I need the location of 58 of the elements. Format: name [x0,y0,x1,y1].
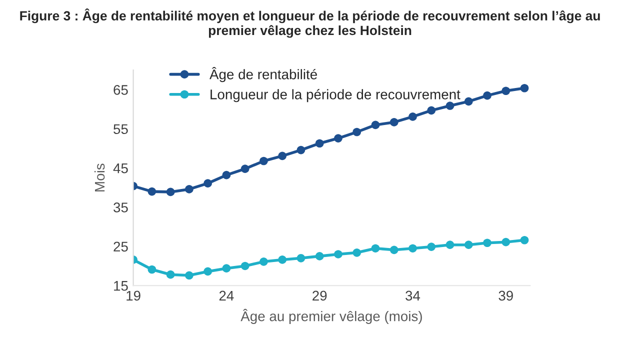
point [148,265,156,274]
y-tick-label: 25 [114,242,128,252]
point [408,244,417,253]
point [464,97,473,106]
point [352,128,362,136]
y-axis-title: Mois [94,164,105,192]
point [185,185,194,194]
point [204,179,212,188]
y-tick-label: 65 [114,85,128,95]
point [260,156,268,166]
x-tick-label: 34 [406,290,420,301]
point [148,187,156,196]
point [446,102,454,110]
point [334,134,342,142]
point [408,112,417,121]
chart-title: Figure 3 : Âge de rentabilité moyen et longueur de la période de recouvrement selon l’âge au premier vêlage chez les Holstein [20,8,600,38]
point [166,188,175,196]
legend-label: Longueur de la période de recouvrement [210,89,460,102]
point [222,264,231,272]
legend-label: Âge de rentabilité [210,67,317,82]
x-tick-label: 19 [126,290,140,301]
y-tick-label: 35 [114,202,128,212]
y-tick-label: 55 [114,124,128,134]
point [185,271,194,280]
point [352,248,362,257]
point [315,252,324,260]
point [278,152,286,160]
point [520,84,529,92]
point [446,240,454,249]
y-tick-label: 15 [114,281,128,291]
x-tick-label: 39 [498,290,513,301]
point [296,254,306,262]
point [296,146,306,154]
point [520,236,529,244]
x-axis-title: Âge au premier vêlage (mois) [240,308,422,324]
point [483,91,492,100]
point [278,256,286,264]
point [260,258,268,266]
point [371,120,380,130]
point [315,139,324,148]
point [427,106,436,115]
point [240,164,250,173]
point [390,118,398,126]
x-tick-label: 24 [219,290,234,300]
point [334,250,342,258]
point [371,244,380,253]
x-tick-label: 29 [312,290,327,301]
point [390,246,398,254]
point [483,238,492,248]
point [464,240,473,249]
point [502,238,510,246]
point [240,262,250,270]
point [222,170,231,180]
point [204,267,212,276]
point [427,242,436,251]
y-tick-label: 45 [113,164,128,174]
point [166,270,175,279]
point [502,86,510,96]
